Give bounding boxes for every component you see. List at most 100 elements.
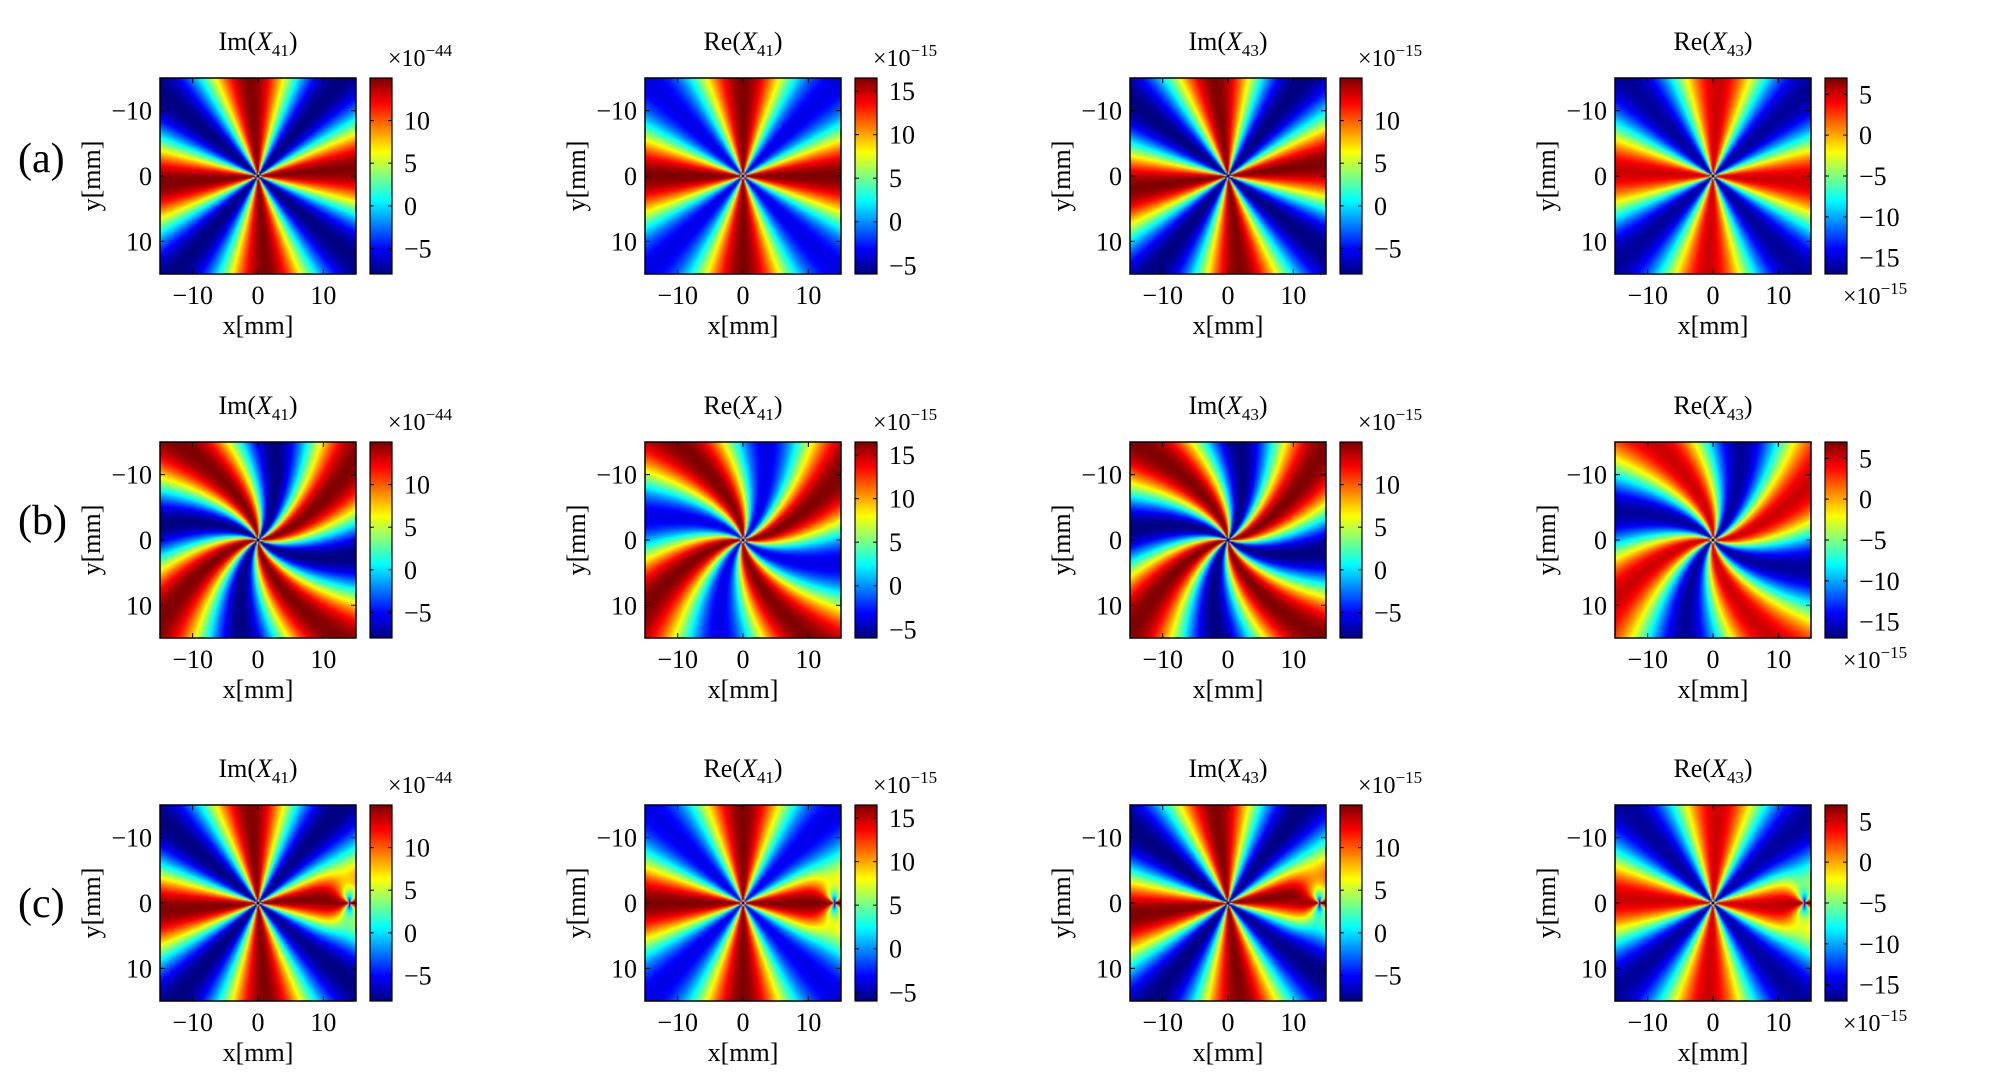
y-axis-label: y[mm] [1532, 141, 1561, 212]
panel-title: Im(X43) [1188, 391, 1267, 424]
colorbar-tick-label: 15 [889, 77, 915, 106]
y-tick-label: 0 [1109, 889, 1122, 918]
colorbar-tick-label: 0 [404, 556, 417, 585]
colorbar-scale-label: ×10−15 [1843, 279, 1907, 310]
panel-title-var: X [740, 27, 758, 56]
heatmap-image [1130, 442, 1326, 638]
colorbar-tick-label: 0 [1859, 848, 1872, 877]
colorbar-image [855, 442, 877, 638]
panel-r1c2: Im(X43) −10 0 10 −10 0 10 x[mm] y[mm] 10 5 0 −5 ×10−1… [1047, 391, 1422, 704]
x-tick-label: −10 [657, 281, 698, 310]
heatmap-image [160, 805, 356, 1001]
y-tick-label: −10 [596, 461, 637, 490]
heatmap-image [645, 805, 841, 1001]
y-tick-label: 0 [624, 889, 637, 918]
colorbar-frame [369, 804, 393, 1002]
colorbar-tick-label: 5 [1859, 444, 1872, 473]
colorbar-frame [369, 77, 393, 275]
y-tick-label: 10 [611, 227, 637, 256]
panel-r1c3: Re(X43)−10 0 10−10010x[mm]y[mm]50−5−10−15×… [1532, 391, 1907, 704]
colorbar-tick-label: 0 [404, 192, 417, 221]
y-tick-label: 0 [1594, 162, 1607, 191]
x-tick-label: 0 [252, 645, 265, 674]
colorbar-tick-label: 10 [1374, 471, 1400, 500]
colorbar-scale-base: ×10 [388, 773, 426, 799]
colorbar-tick-label: 5 [1374, 876, 1387, 905]
panel-r2c3: Re(X43)−10 0 10−10010x[mm]y[mm]50−5−10−15×… [1532, 754, 1907, 1067]
heatmap-image [645, 442, 841, 638]
panel-r0c1: Re(X41) −10 0 10 −10 0 10 x[mm] y[mm] 15 10 5 0 −5 ×10… [562, 27, 937, 340]
colorbar-image [370, 805, 392, 1001]
x-axis-label: x[mm] [1193, 675, 1264, 704]
colorbar-tick-label: 15 [889, 804, 915, 833]
colorbar-tick-label: 10 [1374, 107, 1400, 136]
y-tick-label: −10 [111, 824, 152, 853]
x-tick-label: 0 [1222, 645, 1235, 674]
y-tick-label: −10 [596, 824, 637, 853]
x-tick-label: 10 [795, 1008, 821, 1037]
y-tick-label: 10 [1096, 227, 1122, 256]
colorbar-scale-exponent: −15 [1396, 768, 1423, 787]
colorbar-scale-label: ×10−15 [873, 768, 937, 799]
heatmap-image [1615, 442, 1811, 638]
panel-title-var: X [1225, 754, 1243, 783]
y-tick-label: −10 [111, 97, 152, 126]
colorbar-scale-label: ×10−44 [388, 405, 453, 436]
colorbar-scale-exponent: −15 [1881, 643, 1908, 662]
panel-r2c1: Re(X41) −10 0 10 −10 0 10 x[mm] y[mm] 15 10 5 0 −5 ×10… [562, 754, 937, 1067]
colorbar-scale-label: ×10−15 [1843, 1006, 1907, 1037]
panel-title-prefix: Re( [703, 391, 741, 420]
y-tick-label: −10 [1566, 824, 1607, 853]
x-tick-label: 0 [1707, 645, 1720, 674]
colorbar-tick-label: −5 [889, 615, 917, 644]
colorbar-frame [1339, 804, 1363, 1002]
heatmap-image [1615, 78, 1811, 274]
panel-title-prefix: Im( [218, 391, 256, 420]
y-axis-label: y[mm] [77, 141, 106, 212]
heatmap-image [645, 78, 841, 274]
panel-r1c1: Re(X41) −10 0 10 −10 0 10 x[mm] y[mm] 15 10 5 0 −5 ×10… [562, 391, 937, 704]
colorbar-scale-label: ×10−15 [1358, 405, 1422, 436]
colorbar-tick-label: 0 [1374, 556, 1387, 585]
colorbar-tick-label: 10 [889, 485, 915, 514]
colorbar-scale-exponent: −15 [1881, 279, 1908, 298]
colorbar-tick-label: 0 [1859, 121, 1872, 150]
panel-title-prefix: Im( [1188, 391, 1226, 420]
colorbar-tick-label: 0 [1374, 192, 1387, 221]
colorbar-scale-label: ×10−44 [388, 41, 453, 72]
panel-title-prefix: Im( [1188, 27, 1226, 56]
y-tick-label: 10 [1581, 227, 1607, 256]
colorbar-tick-label: 5 [404, 876, 417, 905]
y-axis-label: y[mm] [562, 505, 591, 576]
y-tick-label: 10 [611, 954, 637, 983]
colorbar-frame [1339, 77, 1363, 275]
x-axis-label: x[mm] [1678, 311, 1749, 340]
x-axis-label: x[mm] [1193, 1038, 1264, 1067]
x-tick-label: 10 [1765, 281, 1791, 310]
colorbar-tick-label: 0 [889, 572, 902, 601]
colorbar-scale-exponent: −44 [426, 405, 453, 424]
x-tick-label: 10 [310, 645, 336, 674]
colorbar-image [1825, 805, 1847, 1001]
row-label-b: (b) [18, 498, 67, 544]
row-label-c: (c) [18, 881, 65, 927]
y-axis-label: y[mm] [77, 868, 106, 939]
y-tick-label: 0 [624, 526, 637, 555]
panel-r2c0: Im(X41) −10 0 10 −10 0 10 x[mm] y[mm] 10 5 0 −5 ×10−4… [77, 754, 453, 1067]
x-tick-label: 10 [1280, 645, 1306, 674]
panel-title-suffix: ) [289, 391, 298, 420]
x-axis-label: x[mm] [1678, 1038, 1749, 1067]
panel-title-sub: 43 [1242, 41, 1259, 60]
x-tick-label: −10 [172, 645, 213, 674]
colorbar-tick-label: 5 [889, 528, 902, 557]
colorbar-tick-label: −5 [404, 234, 432, 263]
colorbar-image [855, 78, 877, 274]
y-axis-label: y[mm] [1532, 868, 1561, 939]
panel-title-var: X [255, 27, 273, 56]
heatmap-image [160, 78, 356, 274]
y-tick-label: 10 [126, 954, 152, 983]
colorbar-scale-label: ×10−15 [873, 41, 937, 72]
colorbar-scale-exponent: −44 [426, 41, 453, 60]
colorbar-tick-label: −10 [1859, 567, 1900, 596]
colorbar-image [1825, 78, 1847, 274]
